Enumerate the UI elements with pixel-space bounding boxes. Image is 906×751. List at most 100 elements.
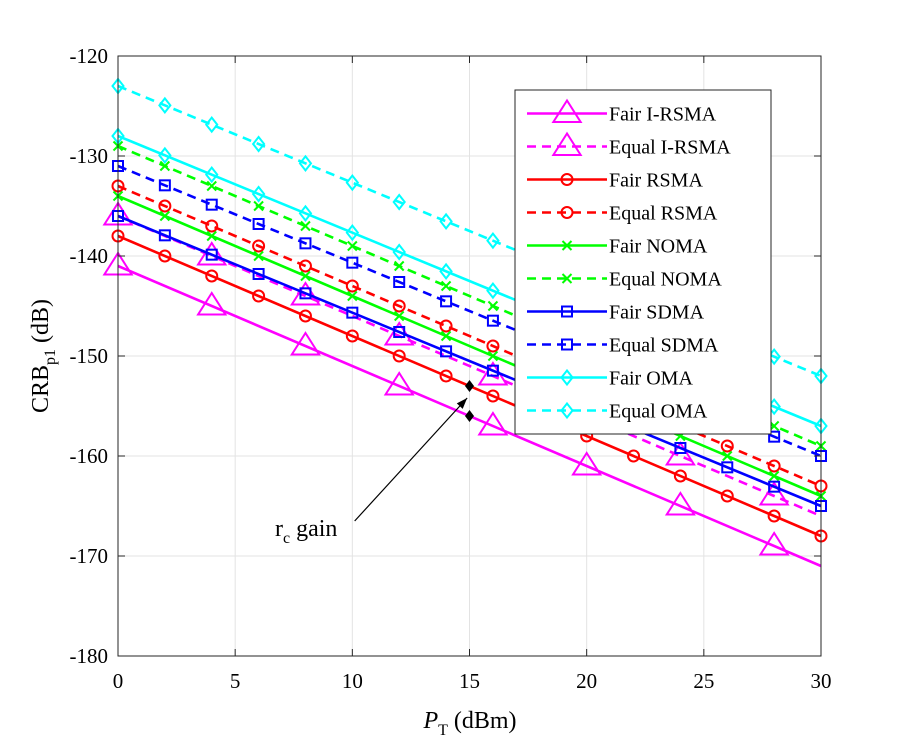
data-point — [392, 193, 406, 211]
legend: Fair I-RSMA Equal I-RSMA Fair RSMA Equal RS… — [514, 89, 772, 435]
x-tick-label: 20 — [576, 669, 597, 693]
data-point — [204, 116, 219, 134]
data-point — [252, 239, 266, 253]
data-point — [158, 96, 172, 114]
y-tick-label: -150 — [70, 344, 109, 368]
data-point — [345, 279, 359, 293]
y-axis-label-sub: p1 — [42, 349, 59, 365]
data-point — [440, 295, 453, 308]
data-point — [664, 441, 696, 466]
data-point — [205, 219, 219, 233]
legend-item-equal-rsma: Equal RSMA — [527, 203, 718, 225]
data-point — [158, 249, 172, 263]
data-point — [393, 260, 405, 272]
data-point — [392, 299, 406, 313]
data-point — [253, 250, 264, 262]
data-point — [158, 146, 172, 164]
legend-label: Equal NOMA — [609, 269, 722, 291]
legend-marker — [561, 305, 573, 318]
x-tick-label: 0 — [113, 669, 124, 693]
data-point — [300, 220, 311, 232]
series-line — [117, 214, 822, 518]
data-point — [720, 439, 734, 453]
data-point — [252, 268, 265, 280]
annotation-text-rest: gain — [290, 516, 337, 542]
series-line — [117, 194, 822, 498]
data-point — [300, 270, 311, 282]
axis-ticks: 0 5 10 15 20 25 30 -180 -170 -160 -150 -140 -130 -120 — [70, 44, 832, 693]
annotation-arrow-head — [456, 398, 468, 409]
data-point — [767, 509, 781, 523]
data-point — [721, 461, 734, 474]
legend-marker — [560, 173, 574, 186]
data-point — [393, 326, 406, 338]
data-point — [196, 291, 228, 316]
y-tick-label: -140 — [70, 244, 109, 268]
data-point — [345, 224, 360, 242]
legend-marker — [560, 206, 574, 219]
legend-label: Fair RSMA — [609, 170, 703, 192]
x-axis-label-unit: (dBm) — [448, 708, 517, 734]
data-point — [347, 290, 358, 302]
x-axis-label: PT (dBm) — [422, 708, 516, 739]
data-point — [299, 237, 312, 250]
legend-label: Equal SDMA — [609, 335, 719, 357]
data-point — [345, 329, 359, 343]
data-point — [571, 451, 603, 476]
annotation-diamond-marker — [465, 410, 474, 422]
data-point — [347, 240, 358, 252]
x-axis-label-sub: T — [438, 722, 448, 739]
y-tick-label: -160 — [70, 444, 109, 468]
data-point — [298, 259, 312, 273]
data-point — [251, 185, 266, 203]
data-point — [722, 450, 733, 462]
legend-item-fair-i-rsma: Fair I-RSMA — [527, 98, 717, 126]
data-point — [439, 319, 453, 333]
data-point — [289, 281, 321, 306]
data-point — [299, 287, 312, 300]
data-point — [206, 230, 217, 242]
legend-label: Fair I-RSMA — [609, 104, 717, 126]
x-axis-label-main: P — [422, 708, 438, 734]
data-point — [298, 154, 313, 172]
data-point — [768, 480, 781, 493]
data-point — [392, 349, 406, 363]
data-point — [298, 204, 313, 222]
legend-item-equal-noma: Equal NOMA — [527, 269, 722, 291]
data-point — [758, 481, 790, 506]
data-point — [253, 200, 264, 212]
data-point — [345, 174, 360, 192]
data-point — [392, 243, 406, 261]
data-point — [205, 269, 219, 283]
data-point — [393, 310, 405, 322]
legend-marker — [561, 338, 573, 351]
data-point — [206, 180, 217, 192]
legend-marker — [551, 131, 583, 156]
data-point — [289, 331, 321, 356]
data-point — [768, 430, 781, 443]
legend-item-fair-noma: Fair NOMA — [527, 236, 708, 258]
data-point — [720, 489, 734, 503]
series-line — [117, 184, 822, 488]
y-axis-label-main: CRB — [28, 365, 54, 413]
annotation-text-main: r — [275, 516, 283, 542]
data-point — [673, 469, 687, 483]
data-point — [196, 241, 228, 266]
legend-item-fair-sdma: Fair SDMA — [527, 302, 705, 324]
legend-marker — [561, 273, 573, 284]
legend-marker — [551, 98, 583, 123]
data-point — [439, 369, 453, 383]
data-point — [205, 198, 218, 211]
data-point — [440, 345, 453, 358]
y-tick-label: -130 — [70, 144, 109, 168]
data-point — [627, 449, 641, 463]
data-point — [664, 491, 696, 516]
data-point — [487, 300, 499, 312]
data-point — [487, 350, 499, 362]
legend-item-fair-oma: Fair OMA — [527, 368, 693, 390]
legend-item-equal-oma: Equal OMA — [527, 401, 708, 423]
data-point — [477, 411, 509, 436]
data-point — [758, 531, 790, 556]
data-point — [486, 282, 500, 300]
